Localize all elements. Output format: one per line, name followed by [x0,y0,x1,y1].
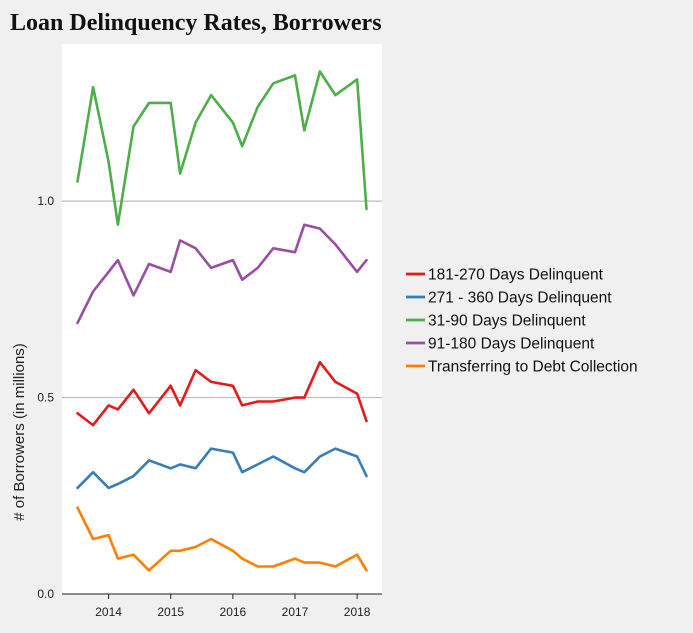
series-line-1 [76,447,368,490]
y-tick-label: 0.0 [37,587,54,601]
legend-label: Transferring to Debt Collection [428,359,638,376]
plot-background [62,44,382,594]
series-line-3 [76,223,368,325]
x-tick-label: 2016 [220,605,247,619]
legend-label: 181-270 Days Delinquent [428,267,604,284]
series-lines [76,70,368,572]
x-tick-label: 2015 [157,605,184,619]
x-tick-label: 2018 [344,605,371,619]
y-tick-label: 1.0 [37,194,54,208]
y-axis-ticks: 0.0 0.5 1.0 [37,194,54,601]
series-line-0 [76,360,368,427]
chart-title: Loan Delinquency Rates, Borrowers [10,10,382,36]
series-line-2 [76,70,368,226]
series-line-4 [76,506,368,572]
x-tick-label: 2017 [282,605,309,619]
x-axis-ticks: 2014 2015 2016 2017 2018 [95,594,371,619]
y-tick-label: 0.5 [37,391,54,405]
legend: 181-270 Days Delinquent 271 - 360 Days De… [406,267,638,376]
legend-label: 271 - 360 Days Delinquent [428,290,612,307]
legend-label: 31-90 Days Delinquent [428,313,586,330]
x-tick-label: 2014 [95,605,122,619]
y-axis-label: # of Borrowers (in millions) [11,343,28,521]
legend-label: 91-180 Days Delinquent [428,336,595,353]
